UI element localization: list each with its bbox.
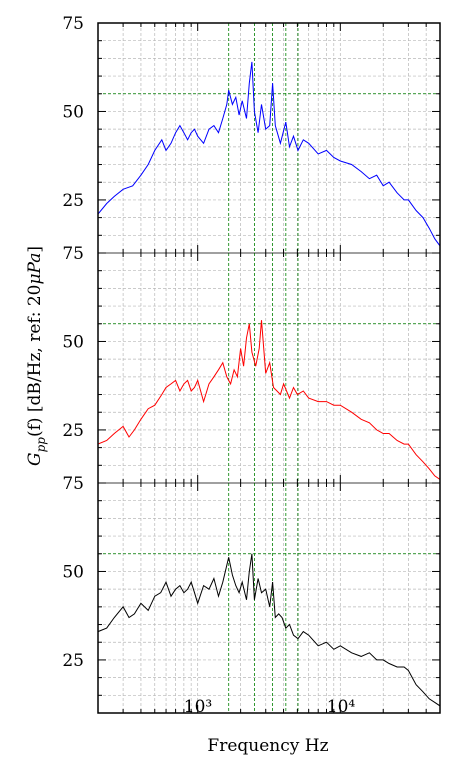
y-axis-label-subscript: pp <box>34 437 48 453</box>
y-axis-label-close: ] <box>25 246 45 253</box>
panel-3: 75 50 25 <box>62 474 440 713</box>
x-tick-labels: 10³ 10⁴ <box>184 697 356 717</box>
y-tick-label: 75 <box>62 474 84 494</box>
y-tick-label: 25 <box>62 421 84 441</box>
y-tick-label: 75 <box>62 244 84 264</box>
y-tick-label: 50 <box>62 332 84 352</box>
y-axis-label-unit: Pa <box>25 253 45 275</box>
y-tick-label: 25 <box>62 651 84 671</box>
y-tick-label: 50 <box>62 562 84 582</box>
series-line-3 <box>98 553 440 707</box>
y-axis-label-rest: [dB/Hz, ref: 20 <box>25 285 45 418</box>
plot-frame <box>97 22 441 714</box>
y-axis-label-argument: (f) <box>25 417 45 437</box>
x-axis-label: Frequency Hz <box>207 736 328 756</box>
panel-1: 75 50 25 <box>62 14 440 253</box>
y-axis-label-mu: μ <box>25 273 45 284</box>
series-line-1 <box>98 61 440 247</box>
panel-2: 75 50 25 <box>62 244 440 483</box>
panels-layer: 75 50 25 75 50 25 75 50 25 <box>62 14 441 714</box>
y-tick-label: 50 <box>62 102 84 122</box>
y-axis-label-symbol: G <box>25 452 45 466</box>
x-tick-label-10000: 10⁴ <box>327 697 356 717</box>
y-tick-label: 25 <box>62 191 84 211</box>
y-axis-label: Gpp(f) [dB/Hz, ref: 20μPa] <box>25 246 48 466</box>
y-tick-label: 75 <box>62 14 84 34</box>
series-line-2 <box>98 320 440 480</box>
x-tick-label-1000: 10³ <box>184 697 212 717</box>
